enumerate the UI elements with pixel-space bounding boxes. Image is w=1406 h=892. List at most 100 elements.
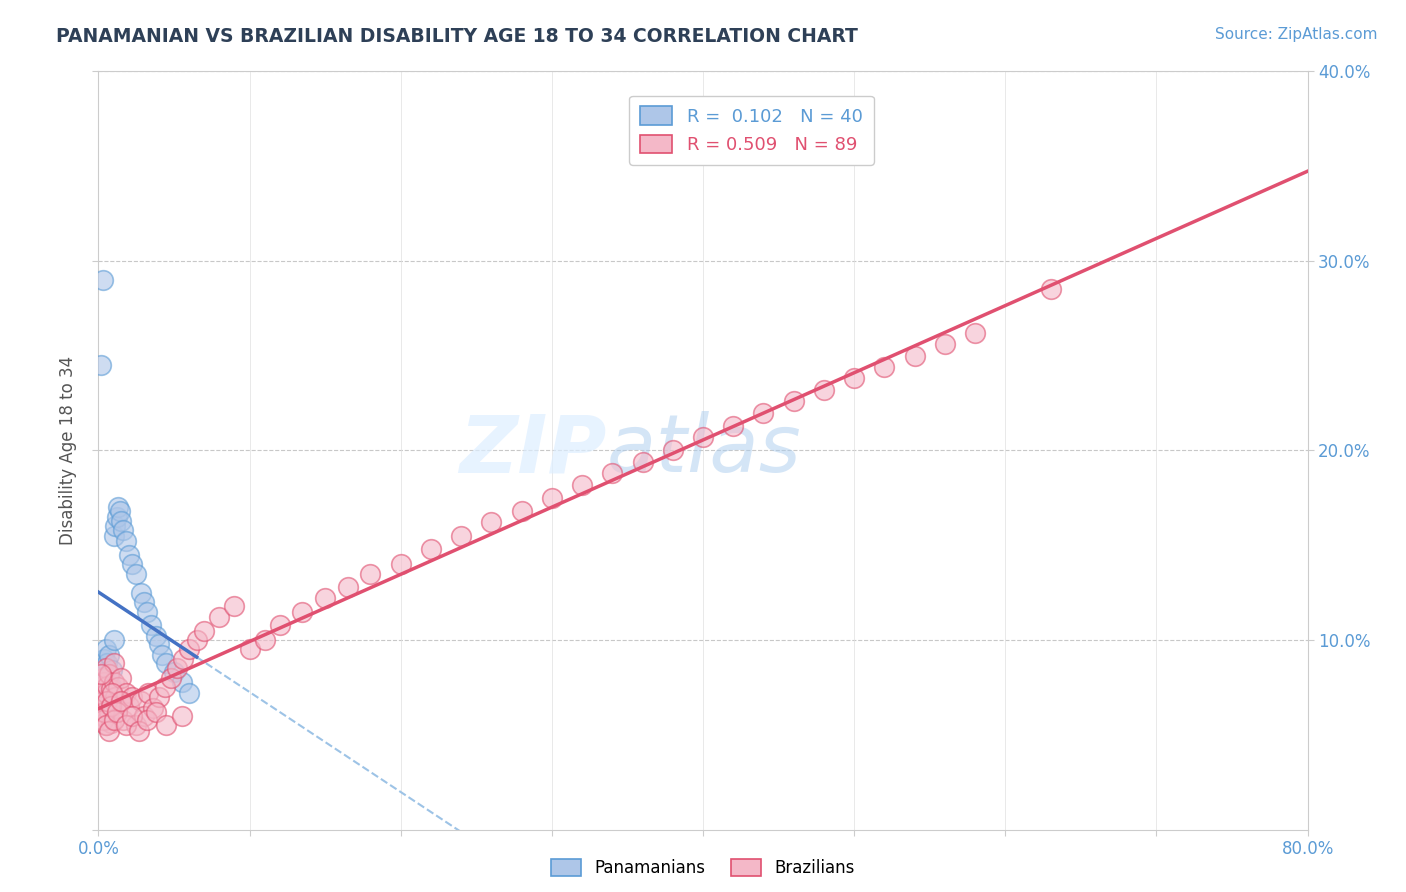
Point [125, 718, 148, 732]
Point [450, 529, 472, 543]
Point [163, 665, 186, 680]
Point [107, 500, 129, 515]
Point [873, 359, 896, 375]
Point [110, 514, 132, 528]
Point [103, 713, 125, 727]
Point [128, 724, 150, 739]
Point [193, 624, 215, 638]
Point [121, 690, 143, 704]
Text: Source: ZipAtlas.com: Source: ZipAtlas.com [1215, 27, 1378, 42]
Point [752, 406, 775, 420]
Point [420, 542, 443, 557]
Point [481, 516, 503, 530]
Point [90, 681, 112, 695]
Point [148, 637, 170, 651]
Point [93, 705, 115, 719]
Point [148, 690, 170, 704]
Point [111, 523, 134, 537]
Point [108, 504, 131, 518]
Point [105, 509, 128, 524]
Point [103, 656, 125, 670]
Point [114, 534, 136, 549]
Point [94, 699, 117, 714]
Text: atlas: atlas [606, 411, 801, 490]
Point [91, 694, 114, 708]
Point [360, 566, 382, 581]
Point [101, 664, 124, 678]
Point [103, 674, 125, 689]
Point [121, 708, 143, 723]
Point [155, 718, 177, 732]
Point [93, 674, 115, 689]
Point [661, 443, 683, 458]
Point [239, 642, 262, 657]
Point [170, 708, 193, 723]
Point [269, 618, 291, 632]
Point [94, 686, 117, 700]
Point [105, 701, 128, 715]
Point [94, 718, 117, 732]
Point [96, 679, 118, 693]
Point [90, 681, 112, 695]
Point [129, 694, 152, 708]
Point [132, 708, 155, 723]
Point [90, 667, 112, 681]
Point [90, 358, 112, 372]
Point [114, 686, 136, 700]
Point [253, 633, 276, 648]
Point [129, 585, 152, 599]
Point [91, 713, 114, 727]
Point [208, 610, 231, 624]
Point [142, 701, 165, 715]
Point [904, 349, 927, 363]
Point [100, 694, 122, 708]
Point [94, 718, 117, 732]
Point [166, 661, 188, 675]
Text: ZIP: ZIP [458, 411, 606, 490]
Point [118, 699, 141, 714]
Point [314, 591, 336, 606]
Point [965, 326, 987, 340]
Point [91, 661, 114, 675]
Y-axis label: Disability Age 18 to 34: Disability Age 18 to 34 [59, 356, 77, 545]
Point [153, 681, 176, 695]
Point [93, 690, 115, 704]
Point [934, 337, 956, 351]
Text: PANAMANIAN VS BRAZILIAN DISABILITY AGE 18 TO 34 CORRELATION CHART: PANAMANIAN VS BRAZILIAN DISABILITY AGE 1… [56, 27, 858, 45]
Point [336, 580, 359, 594]
Point [96, 686, 118, 700]
Point [98, 724, 121, 739]
Point [160, 671, 183, 685]
Point [90, 699, 112, 714]
Point [145, 629, 167, 643]
Point [118, 548, 141, 562]
Point [132, 595, 155, 609]
Point [723, 418, 745, 433]
Point [91, 273, 114, 287]
Point [93, 652, 115, 666]
Point [100, 679, 122, 693]
Point [179, 686, 201, 700]
Point [108, 694, 131, 708]
Point [89, 690, 111, 704]
Legend: Panamanians, Brazilians: Panamanians, Brazilians [544, 852, 862, 884]
Point [844, 371, 866, 385]
Point [135, 605, 157, 619]
Point [103, 633, 125, 648]
Point [121, 557, 143, 572]
Legend: R =  0.102   N = 40, R = 0.509   N = 89: R = 0.102 N = 40, R = 0.509 N = 89 [628, 95, 873, 165]
Point [136, 686, 159, 700]
Point [104, 519, 127, 533]
Point [145, 705, 167, 719]
Point [631, 455, 654, 469]
Point [105, 705, 128, 719]
Point [101, 686, 124, 700]
Point [101, 698, 124, 712]
Point [104, 690, 127, 704]
Point [96, 656, 118, 670]
Point [602, 467, 624, 481]
Point [172, 652, 194, 666]
Point [100, 699, 122, 714]
Point [125, 566, 148, 581]
Point [389, 557, 412, 572]
